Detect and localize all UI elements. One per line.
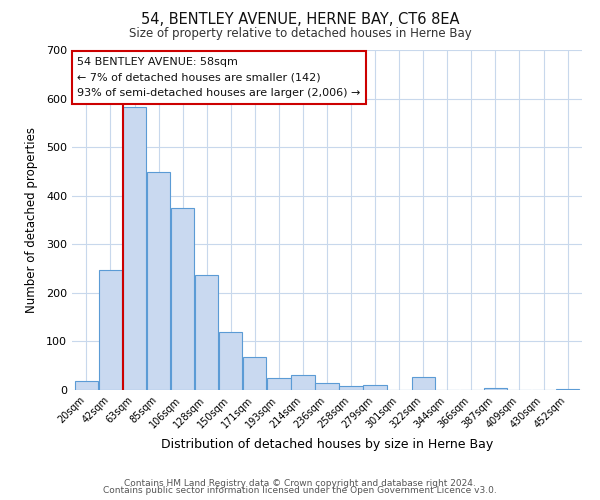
Bar xyxy=(316,383,338,390)
Bar xyxy=(99,270,122,390)
Bar xyxy=(195,276,218,390)
Text: 54, BENTLEY AVENUE, HERNE BAY, CT6 8EA: 54, BENTLEY AVENUE, HERNE BAY, CT6 8EA xyxy=(141,12,459,28)
Bar xyxy=(556,388,579,390)
Text: 54 BENTLEY AVENUE: 58sqm
← 7% of detached houses are smaller (142)
93% of semi-d: 54 BENTLEY AVENUE: 58sqm ← 7% of detache… xyxy=(77,57,361,98)
Bar xyxy=(147,172,170,390)
Bar xyxy=(171,208,194,390)
Bar xyxy=(291,376,314,390)
Bar xyxy=(484,388,507,390)
Bar xyxy=(364,385,387,390)
Bar xyxy=(267,378,290,390)
Bar xyxy=(123,107,146,390)
Bar xyxy=(243,357,266,390)
Bar xyxy=(219,332,242,390)
Bar xyxy=(75,382,98,390)
Text: Contains HM Land Registry data © Crown copyright and database right 2024.: Contains HM Land Registry data © Crown c… xyxy=(124,478,476,488)
Bar xyxy=(412,377,435,390)
Y-axis label: Number of detached properties: Number of detached properties xyxy=(25,127,38,313)
X-axis label: Distribution of detached houses by size in Herne Bay: Distribution of detached houses by size … xyxy=(161,438,493,451)
Bar xyxy=(340,386,363,390)
Text: Size of property relative to detached houses in Herne Bay: Size of property relative to detached ho… xyxy=(128,28,472,40)
Text: Contains public sector information licensed under the Open Government Licence v3: Contains public sector information licen… xyxy=(103,486,497,495)
